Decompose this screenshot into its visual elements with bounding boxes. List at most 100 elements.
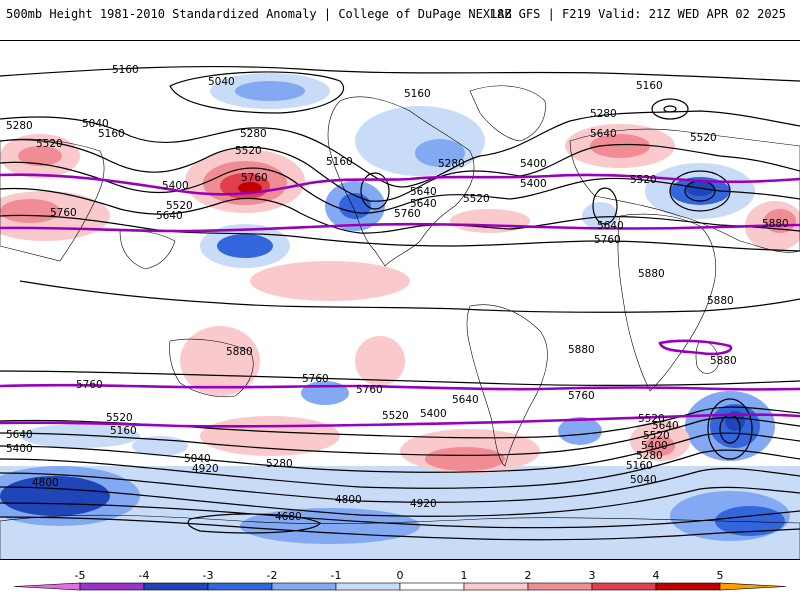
eurasia-east-outline bbox=[569, 128, 800, 253]
contour-5400-south bbox=[0, 432, 800, 473]
contour-label: 5880 bbox=[710, 355, 737, 367]
contour-closed-low-north bbox=[651, 98, 689, 120]
contour-label: 5280 bbox=[6, 120, 33, 132]
contour-label: 5400 bbox=[162, 180, 189, 192]
header: 500mb Height 1981-2010 Standardized Anom… bbox=[0, 0, 800, 30]
contour-5760-south-highlight bbox=[0, 383, 800, 391]
colorbar-tick-label: -4 bbox=[139, 569, 150, 582]
contour-label: 5640 bbox=[410, 198, 437, 210]
north-america-outline bbox=[327, 96, 475, 267]
contour-5640-north bbox=[0, 187, 800, 234]
contour-label: 5640 bbox=[6, 429, 33, 441]
model-run-info: 18Z GFS | F219 Valid: 21Z WED APR 02 202… bbox=[489, 7, 786, 21]
greenland-outline bbox=[469, 85, 546, 142]
contour-label: 4680 bbox=[275, 511, 302, 523]
contour-label: 5160 bbox=[110, 425, 137, 437]
contour-indian-low bbox=[707, 398, 753, 460]
contour-label: 5160 bbox=[404, 88, 431, 100]
contour-5760-north bbox=[0, 214, 800, 252]
colorbar-tick-label: 1 bbox=[461, 569, 468, 582]
contour-label: 5640 bbox=[597, 220, 624, 232]
contour-label: 5520 bbox=[643, 430, 670, 442]
contour-label: 5640 bbox=[156, 210, 183, 222]
colorbar-tick-label: -2 bbox=[267, 569, 278, 582]
map-title: 500mb Height 1981-2010 Standardized Anom… bbox=[6, 7, 512, 21]
colorbar-tick-label: 4 bbox=[653, 569, 660, 582]
colorbar-segment bbox=[271, 582, 337, 591]
contour-label: 5040 bbox=[208, 76, 235, 88]
contour-label: 5280 bbox=[266, 458, 293, 470]
colorbar-tip-negative bbox=[13, 582, 81, 591]
contour-label: 5040 bbox=[630, 474, 657, 486]
southeast-asia-outline bbox=[119, 230, 176, 270]
contour-atlantic-low bbox=[592, 187, 618, 225]
colorbar-segment bbox=[335, 582, 401, 591]
colorbar-tick-label: 3 bbox=[589, 569, 596, 582]
contour-closed-low-core bbox=[663, 105, 677, 113]
contour-label: 5400 bbox=[641, 440, 668, 452]
contour-5160-north bbox=[0, 65, 800, 82]
contour-5760-north-highlight bbox=[0, 222, 800, 233]
colorbar-tick-label: 5 bbox=[717, 569, 724, 582]
contour-label: 5880 bbox=[707, 295, 734, 307]
contour-label: 5520 bbox=[630, 174, 657, 186]
colorbar-segment bbox=[399, 582, 465, 591]
contour-label: 5640 bbox=[590, 128, 617, 140]
contour-5520-south-highlight bbox=[0, 413, 800, 428]
contour-5520-north bbox=[0, 161, 800, 214]
colorbar-segment bbox=[463, 582, 529, 591]
colorbar-segment bbox=[79, 582, 145, 591]
contour-5040-pacific bbox=[169, 71, 344, 114]
contour-label: 5280 bbox=[590, 108, 617, 120]
colorbar-tick-label: -1 bbox=[331, 569, 342, 582]
contour-label: 5760 bbox=[594, 234, 621, 246]
contour-label: 5520 bbox=[106, 412, 133, 424]
contour-5400-north bbox=[0, 139, 800, 202]
colorbar-legend: -5 -4 -3 -2 -1 0 1 2 3 4 5 bbox=[0, 568, 800, 600]
colorbar-svg: -5 -4 -3 -2 -1 0 1 2 3 4 5 bbox=[13, 569, 787, 591]
colorbar-tick-label: -3 bbox=[203, 569, 214, 582]
contour-5880-africa-highlight bbox=[658, 339, 733, 356]
contour-label: 5400 bbox=[420, 408, 447, 420]
colorbar-tick-labels: -5 -4 -3 -2 -1 0 1 2 3 4 5 bbox=[75, 569, 724, 582]
colorbar-segment bbox=[143, 582, 209, 591]
contour-label: 5520 bbox=[166, 200, 193, 212]
contour-label: 5760 bbox=[302, 373, 329, 385]
contour-5640-south bbox=[0, 417, 800, 456]
contour-label: 5880 bbox=[568, 344, 595, 356]
highlighted-contours bbox=[0, 173, 800, 428]
contour-label: 5160 bbox=[626, 460, 653, 472]
contour-label: 5400 bbox=[6, 443, 33, 455]
contour-label: 4800 bbox=[335, 494, 362, 506]
contour-label: 5520 bbox=[463, 193, 490, 205]
contour-label: 5880 bbox=[226, 346, 253, 358]
south-america-outline bbox=[466, 304, 548, 467]
contour-label: 4800 bbox=[32, 477, 59, 489]
contour-label: 5160 bbox=[112, 64, 139, 76]
map-panel: 5160 5040 5160 5280 5040 5160 5520 5280 … bbox=[0, 40, 800, 560]
contour-4920-south bbox=[0, 502, 800, 529]
contour-label: 5280 bbox=[636, 450, 663, 462]
contour-label: 5280 bbox=[438, 158, 465, 170]
colorbar-tick-label: 0 bbox=[397, 569, 404, 582]
contour-label: 5160 bbox=[636, 80, 663, 92]
contour-5040-south bbox=[0, 486, 800, 517]
contour-label: 5520 bbox=[235, 145, 262, 157]
contour-label: 5880 bbox=[638, 268, 665, 280]
colorbar-tip-positive bbox=[719, 582, 787, 591]
negative-anomaly-shading bbox=[0, 73, 800, 559]
positive-anomaly-shading bbox=[0, 124, 800, 473]
contour-5280-north bbox=[0, 110, 800, 188]
contour-europe-low bbox=[669, 170, 731, 212]
contour-label: 5160 bbox=[326, 156, 353, 168]
colorbar-segment bbox=[591, 582, 657, 591]
contour-label: 5400 bbox=[520, 178, 547, 190]
contour-label: 5760 bbox=[76, 379, 103, 391]
contour-5280-south bbox=[0, 449, 800, 489]
contour-label: 5760 bbox=[568, 390, 595, 402]
contour-label: 5520 bbox=[382, 410, 409, 422]
contour-label: 5400 bbox=[520, 158, 547, 170]
contour-label-group: 5160 5040 5160 5280 5040 5160 5520 5280 … bbox=[6, 64, 789, 523]
contour-label: 4920 bbox=[192, 463, 219, 475]
contour-label: 5520 bbox=[638, 413, 665, 425]
